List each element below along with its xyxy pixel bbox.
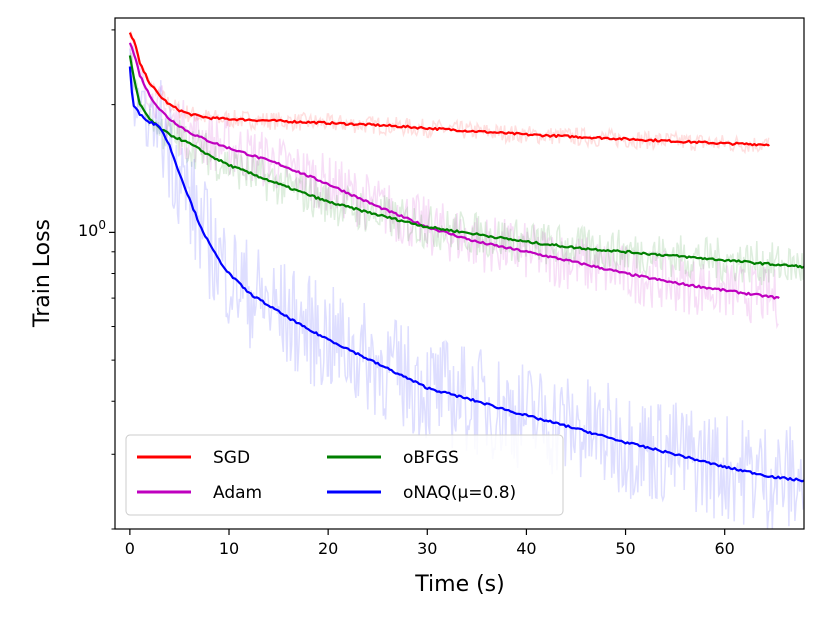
x-tick-label-60: 60 xyxy=(715,539,735,558)
noise-band-sgd xyxy=(129,31,770,155)
x-axis-title: Time (s) xyxy=(414,572,504,597)
series-line-adam xyxy=(128,42,780,300)
legend-label-adam: Adam xyxy=(213,483,262,503)
y-axis-title: Train Loss xyxy=(30,219,55,328)
legend-label-onaq: oNAQ(μ=0.8) xyxy=(403,483,516,503)
legend-box xyxy=(125,434,564,516)
legend-label-obfgs: oBFGS xyxy=(403,448,459,468)
y-tick-exponent: 0 xyxy=(98,218,106,232)
noise-band-adam xyxy=(129,41,779,330)
noise-band-obfgs xyxy=(129,52,804,286)
legend: SGD Adam oBFGS oNAQ(μ=0.8) xyxy=(125,434,564,516)
x-tick-label-20: 20 xyxy=(318,539,338,558)
series-line-sgd xyxy=(128,32,770,147)
x-tick-label-50: 50 xyxy=(615,539,635,558)
y-tick-label-10^0: 100 xyxy=(78,218,106,240)
series-lines xyxy=(128,32,805,483)
series-line-obfgs xyxy=(128,55,805,269)
x-tick-label-10: 10 xyxy=(219,539,239,558)
x-tick-label-0: 0 xyxy=(125,539,135,558)
legend-label-sgd: SGD xyxy=(213,448,250,468)
y-tick-base: 10 xyxy=(78,221,98,240)
x-tick-label-40: 40 xyxy=(516,539,536,558)
series-line-onaq xyxy=(128,66,805,483)
x-axis-ticks: 0 10 20 30 40 50 60 xyxy=(125,529,735,558)
x-tick-label-30: 30 xyxy=(417,539,437,558)
y-axis-ticks xyxy=(109,29,115,530)
